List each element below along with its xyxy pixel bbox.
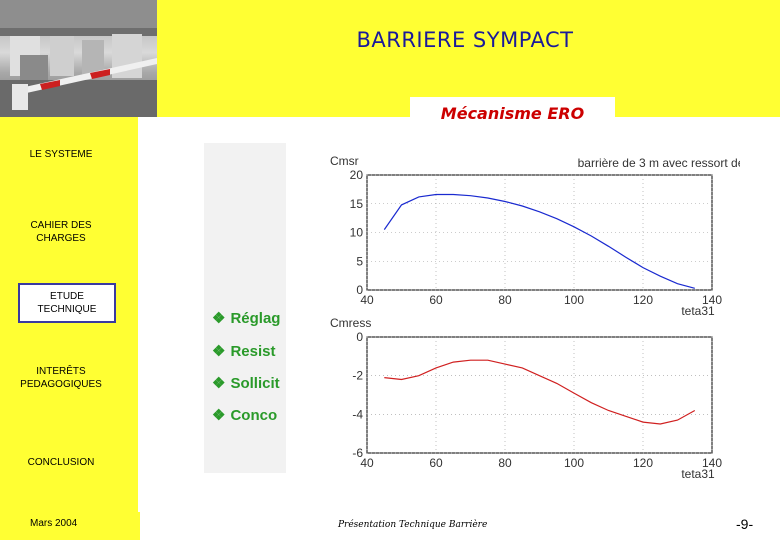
sidebar-item-label: INTERÊTS <box>36 366 86 377</box>
sidebar-item-label: LE SYSTEME <box>29 149 93 160</box>
x-tick-label: 60 <box>429 456 443 470</box>
sidebar-item-label: CONCLUSION <box>27 457 95 468</box>
y-tick-label: 10 <box>350 226 364 240</box>
series-line <box>384 359 696 425</box>
x-tick-label: 140 <box>702 456 722 470</box>
diamond-bullet-icon: ❖ <box>212 407 226 424</box>
diamond-bullet-icon: ❖ <box>212 310 226 327</box>
footer-date: Mars 2004 <box>30 518 78 529</box>
series-line <box>383 193 695 289</box>
sidebar-item-label: PEDAGOGIQUES <box>20 379 102 390</box>
sidebar-item-label: CAHIER DES <box>30 220 92 231</box>
bullet-item: ❖ Conco <box>212 407 278 424</box>
sidebar-item-label: ETUDE <box>50 291 84 302</box>
sidebar <box>0 117 138 540</box>
x-axis-label: teta31 <box>681 304 715 318</box>
plot-area <box>366 336 713 454</box>
x-tick-label: 120 <box>633 456 653 470</box>
page-subtitle: Mécanisme ERO <box>410 97 615 127</box>
y-axis-label: Cmsr <box>330 154 359 168</box>
y-tick-label: 15 <box>350 197 364 211</box>
x-tick-label: 120 <box>633 293 653 307</box>
sidebar-item-conclusion[interactable]: CONCLUSION <box>0 456 122 469</box>
bullet-item: ❖ Réglag <box>212 310 281 327</box>
x-tick-label: 80 <box>498 456 512 470</box>
x-tick-label: 40 <box>360 293 374 307</box>
bullet-item: ❖ Sollicit <box>212 375 280 392</box>
x-tick-label: 140 <box>702 293 722 307</box>
x-tick-label: 80 <box>498 293 512 307</box>
page-number: -9- <box>736 516 754 532</box>
diamond-bullet-icon: ❖ <box>212 375 226 392</box>
sidebar-item-interets[interactable]: INTERÊTS PEDAGOGIQUES <box>0 365 122 391</box>
page-title: BARRIERE SYMPACT <box>356 28 574 52</box>
diamond-bullet-icon: ❖ <box>212 343 226 360</box>
y-axis-label: Cmress <box>330 316 371 330</box>
sidebar-item-label: TECHNIQUE <box>37 304 97 315</box>
y-tick-label: 0 <box>356 283 363 297</box>
y-tick-label: 0 <box>356 330 363 344</box>
y-tick-label: 20 <box>350 168 364 182</box>
content-panel <box>204 143 286 473</box>
x-axis-label: teta31 <box>681 467 715 480</box>
sidebar-item-cahier[interactable]: CAHIER DES CHARGES <box>0 219 122 245</box>
x-tick-label: 60 <box>429 293 443 307</box>
x-tick-label: 100 <box>564 293 584 307</box>
sidebar-item-label: CHARGES <box>36 233 86 244</box>
y-tick-label: -2 <box>352 369 363 383</box>
y-tick-label: 5 <box>356 254 363 268</box>
x-tick-label: 100 <box>564 456 584 470</box>
bullet-item: ❖ Resist <box>212 343 276 360</box>
barrier-photo <box>0 0 157 117</box>
footer-left-band <box>0 512 140 540</box>
y-tick-label: -4 <box>352 407 363 421</box>
x-tick-label: 40 <box>360 456 374 470</box>
footer-caption: Présentation Technique Barrière <box>338 520 488 530</box>
sidebar-item-etude-technique[interactable]: ETUDE TECHNIQUE <box>18 283 116 323</box>
y-tick-label: -6 <box>352 446 363 460</box>
sidebar-item-systeme[interactable]: LE SYSTEME <box>0 148 122 161</box>
chart-title: barrière de 3 m avec ressort de 3 <box>578 156 740 170</box>
